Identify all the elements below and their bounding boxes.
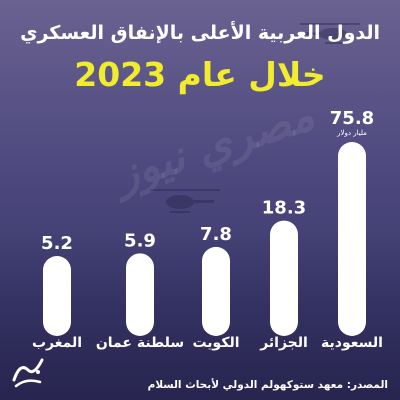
helicopter-silhouette-icon bbox=[300, 23, 360, 44]
category-label-2: الكويت bbox=[192, 335, 239, 351]
category-label-4: المغرب bbox=[32, 335, 82, 351]
data-label-1: 18.3 bbox=[262, 198, 306, 219]
helicopter-silhouette-icon bbox=[150, 189, 220, 213]
page-subtitle-year: خلال عام 2023 bbox=[74, 55, 326, 94]
data-label-3: 5.9 bbox=[124, 230, 156, 251]
category-label-0: السعودية bbox=[321, 335, 383, 351]
bar-4 bbox=[43, 256, 71, 336]
data-label-0: 75.8 bbox=[330, 108, 374, 129]
page-title: الدول العربية الأعلى بالإنفاق العسكري bbox=[20, 22, 380, 44]
bar-2 bbox=[202, 246, 230, 336]
bar-3 bbox=[126, 253, 154, 336]
category-label-3: سلطنة عمان bbox=[96, 335, 184, 351]
data-label-4: 5.2 bbox=[41, 233, 73, 254]
bar-0 bbox=[338, 142, 366, 336]
bar-1 bbox=[270, 220, 298, 336]
brand-logo-icon bbox=[12, 358, 44, 388]
source-note: المصدر: معهد ستوكهولم الدولي لأبحاث السل… bbox=[147, 379, 388, 391]
data-label-2: 7.8 bbox=[200, 224, 232, 245]
unit-annotation: مليار دولار bbox=[336, 129, 367, 137]
category-label-1: الجزائر bbox=[259, 335, 308, 351]
